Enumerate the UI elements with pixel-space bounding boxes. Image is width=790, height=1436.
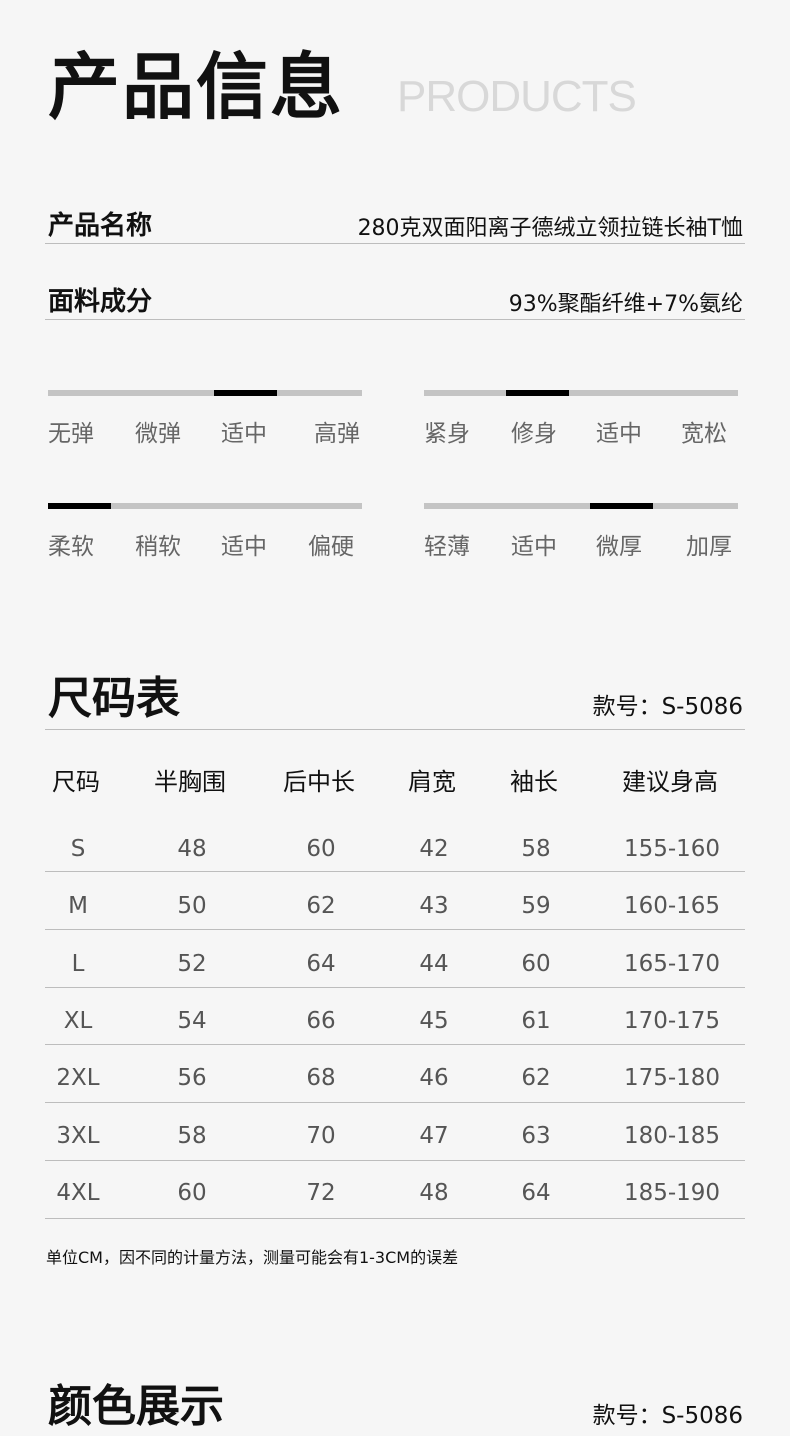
scale-option: 适中 (511, 534, 557, 560)
table-cell: 3XL (56, 1122, 100, 1149)
table-cell: 52 (177, 950, 207, 977)
scale-option: 稍软 (135, 534, 181, 560)
scale-bar (48, 390, 362, 396)
table-cell: L (71, 950, 85, 977)
table-cell: 58 (521, 836, 551, 862)
divider (45, 243, 745, 244)
column-header: 建议身高 (622, 768, 718, 796)
column-header: 袖长 (510, 768, 558, 796)
column-header: 肩宽 (408, 768, 456, 796)
scale-bar (48, 503, 362, 509)
scale-indicator (214, 390, 278, 396)
scale-option: 高弹 (314, 421, 360, 447)
page-title: 产品信息 (48, 45, 345, 129)
scale-option: 适中 (596, 421, 642, 447)
table-cell: 42 (419, 836, 449, 862)
row-divider (45, 1102, 745, 1104)
row-divider (45, 871, 745, 872)
table-cell: 44 (419, 950, 449, 977)
table-cell: 48 (419, 1179, 449, 1206)
table-cell: M (68, 893, 88, 920)
scale-bar (424, 503, 738, 509)
table-cell: 155-160 (623, 836, 721, 862)
scale-option: 轻薄 (424, 534, 470, 560)
product-name-value: 280克双面阳离子德绒立领拉链长袖T恤 (357, 216, 743, 241)
fabric-value: 93%聚酯纤维+7%氨纶 (508, 292, 743, 317)
table-cell: 54 (177, 1007, 207, 1034)
table-cell: 60 (177, 1179, 207, 1206)
colors-title: 颜色展示 (48, 1381, 224, 1432)
table-cell: 58 (177, 1122, 207, 1149)
table-cell: 160-165 (623, 893, 721, 920)
table-cell: 70 (306, 1122, 336, 1149)
divider (45, 319, 745, 320)
table-cell: 62 (306, 893, 336, 920)
scale-option: 无弹 (48, 421, 94, 447)
table-cell: 68 (306, 1065, 336, 1092)
colors-model: 款号：S-5086 (592, 1403, 743, 1429)
table-cell: 165-170 (623, 950, 721, 977)
table-cell: 66 (306, 1007, 336, 1034)
scale-option: 适中 (221, 534, 267, 560)
row-divider (45, 1160, 745, 1161)
scale-indicator (505, 390, 569, 396)
divider (45, 729, 745, 730)
table-cell: 185-190 (623, 1179, 721, 1206)
table-cell: 60 (306, 836, 336, 862)
table-cell: 62 (521, 1065, 551, 1092)
column-header: 后中长 (283, 768, 355, 796)
column-header: 尺码 (52, 768, 100, 796)
table-cell: 45 (419, 1007, 449, 1034)
table-cell: 47 (419, 1122, 449, 1149)
table-cell: 48 (177, 836, 207, 862)
scale-option: 偏硬 (308, 534, 354, 560)
table-cell: XL (63, 1007, 93, 1034)
page-subtitle: PRODUCTS (397, 72, 637, 121)
table-cell: 60 (521, 950, 551, 977)
table-cell: 43 (419, 893, 449, 920)
scale-option: 微厚 (596, 534, 642, 560)
column-header: 半胸围 (154, 768, 226, 796)
table-cell: 46 (419, 1065, 449, 1092)
table-cell: 63 (521, 1122, 551, 1149)
size-chart-model: 款号：S-5086 (592, 694, 743, 720)
scale-option: 加厚 (686, 534, 732, 560)
scale-option: 宽松 (681, 421, 727, 447)
table-cell: 72 (306, 1179, 336, 1206)
scale-option: 修身 (511, 421, 557, 447)
scale-indicator (590, 503, 654, 509)
table-cell: 64 (521, 1179, 551, 1206)
fabric-label: 面料成分 (48, 287, 153, 317)
size-chart-title: 尺码表 (48, 673, 180, 724)
table-cell: 56 (177, 1065, 207, 1092)
row-divider (45, 986, 745, 988)
table-cell: 175-180 (623, 1065, 721, 1092)
table-cell: 50 (177, 893, 207, 920)
table-cell: 64 (306, 950, 336, 977)
row-divider (45, 928, 745, 930)
scale-option: 柔软 (48, 534, 94, 560)
table-cell: 59 (521, 893, 551, 920)
scale-option: 紧身 (424, 421, 470, 447)
scale-option: 适中 (221, 421, 267, 447)
table-cell: 180-185 (623, 1122, 721, 1149)
row-divider (45, 1217, 745, 1219)
row-divider (45, 1044, 745, 1046)
table-cell: 2XL (56, 1065, 100, 1092)
scale-bar (424, 390, 738, 396)
scale-option: 微弹 (135, 421, 181, 447)
table-cell: 4XL (56, 1179, 100, 1206)
size-note: 单位CM，因不同的计量方法，测量可能会有1-3CM的误差 (46, 1248, 459, 1267)
table-cell: 61 (521, 1007, 551, 1034)
product-name-label: 产品名称 (48, 211, 153, 241)
table-cell: S (70, 836, 86, 862)
table-cell: 170-175 (623, 1007, 721, 1034)
scale-indicator (48, 503, 111, 509)
